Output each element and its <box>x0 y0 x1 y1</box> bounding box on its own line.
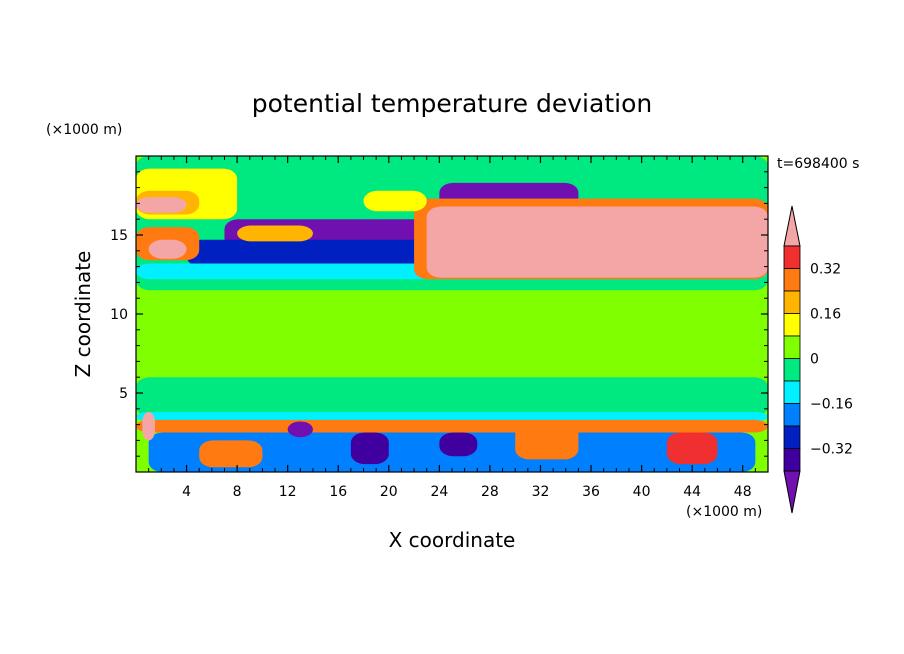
x-tick-label: 20 <box>380 484 398 500</box>
y-tick-label: 5 <box>119 386 128 402</box>
x-unit-label: (×1000 m) <box>686 504 762 520</box>
y-axis-title: Z coordinate <box>71 251 95 378</box>
x-axis-title: X coordinate <box>389 528 516 552</box>
contour-region <box>136 411 768 422</box>
contour-region <box>199 298 743 370</box>
y-axis: 5 10 15 <box>110 171 768 457</box>
colorbar-label: −0.16 <box>810 397 853 413</box>
x-tick-label: 12 <box>279 484 297 500</box>
colorbar-min-triangle <box>783 470 801 514</box>
colorbar-label: 0.16 <box>810 307 841 323</box>
contour-region <box>515 421 579 460</box>
colorbar-label: −0.32 <box>810 442 853 458</box>
x-tick-label: 44 <box>683 484 701 500</box>
contour-region <box>148 239 187 259</box>
colorbar-band <box>783 380 801 404</box>
colorbar-band <box>783 448 801 472</box>
time-label: t=698400 s <box>777 156 859 172</box>
colorbar-band <box>783 313 801 337</box>
colorbar-label: 0.32 <box>810 262 841 278</box>
contour-region <box>350 432 389 465</box>
x-tick-label: 4 <box>182 484 191 500</box>
x-tick-label: 40 <box>633 484 651 500</box>
contour-region <box>439 432 478 457</box>
contour-region <box>136 419 768 433</box>
contour-region <box>136 197 187 213</box>
colorbar-band <box>783 403 801 427</box>
contour-region <box>666 432 718 465</box>
contour-region <box>199 440 263 468</box>
chart-title: potential temperature deviation <box>252 89 652 118</box>
x-tick-label: 32 <box>532 484 550 500</box>
colorbar: 0.32 0.16 0 −0.16 −0.32 <box>783 205 853 514</box>
x-tick-label: 48 <box>734 484 752 500</box>
x-tick-label: 8 <box>233 484 242 500</box>
colorbar-band <box>783 425 801 449</box>
colorbar-max-triangle <box>783 205 801 247</box>
colorbar-label: 0 <box>810 352 819 368</box>
plot-area <box>136 156 768 472</box>
colorbar-band <box>783 290 801 314</box>
x-tick-label: 36 <box>582 484 600 500</box>
y-tick-label: 10 <box>110 307 128 323</box>
x-tick-label: 16 <box>329 484 347 500</box>
contour-region <box>287 421 313 438</box>
colorbar-band <box>783 335 801 359</box>
contour-region <box>363 190 427 212</box>
x-tick-label: 24 <box>430 484 448 500</box>
contour-region <box>142 411 155 441</box>
contour-region <box>136 377 768 417</box>
y-unit-label: (×1000 m) <box>46 122 122 138</box>
x-axis: 4 8 12 16 20 24 28 32 36 40 44 48 <box>148 156 756 500</box>
x-tick-label: 28 <box>481 484 499 500</box>
contour-region <box>426 206 768 278</box>
colorbar-band <box>783 268 801 292</box>
contour-region <box>237 225 313 242</box>
y-tick-label: 15 <box>110 228 128 244</box>
colorbar-band <box>783 245 801 269</box>
colorbar-band <box>783 358 801 382</box>
